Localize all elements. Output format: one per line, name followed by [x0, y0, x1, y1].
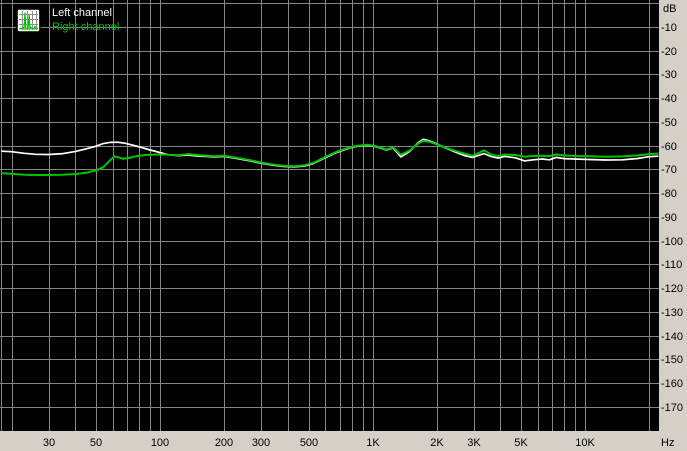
y-tick-label: -70 [661, 164, 677, 176]
y-tick-label: -50 [661, 117, 677, 129]
y-tick-label: -30 [661, 69, 677, 81]
y-tick-label: -90 [661, 212, 677, 224]
x-tick-label: 2K [430, 437, 444, 449]
y-tick-label: -80 [661, 188, 677, 200]
y-tick-label: -170 [661, 402, 683, 414]
legend-left-channel-label: Left channel [52, 7, 112, 19]
y-tick-label: -120 [661, 283, 683, 295]
plot-background [0, 0, 659, 431]
y-axis-unit: dB [663, 3, 676, 15]
x-tick-label: 3K [467, 437, 481, 449]
x-tick-label: 500 [300, 437, 318, 449]
x-tick-label: 10K [575, 437, 595, 449]
y-tick-label: -100 [661, 236, 683, 248]
y-tick-label: -110 [661, 259, 682, 271]
axis-labels: dB -10 -20 -30 -40 -50 -60 -70 -80 -90 -100 -110 -12… [43, 3, 683, 449]
y-tick-label: -140 [661, 331, 683, 343]
x-tick-label: 5K [514, 437, 528, 449]
y-tick-label: -20 [661, 46, 677, 58]
x-tick-label: 30 [43, 437, 55, 449]
y-tick-label: -160 [661, 378, 683, 390]
y-tick-label: -130 [661, 307, 683, 319]
y-tick-label: -40 [661, 93, 677, 105]
x-tick-label: 300 [252, 437, 270, 449]
legend-right-channel-label: Right channel [52, 21, 120, 33]
x-axis-unit: Hz [661, 437, 674, 449]
x-tick-label: 100 [151, 437, 169, 449]
right-channel-curve [0, 139, 659, 176]
x-tick-label: 50 [90, 437, 102, 449]
y-tick-label: -60 [661, 141, 677, 153]
gridlines [0, 0, 659, 431]
y-tick-label: -10 [661, 22, 677, 34]
spectrum-icon [16, 8, 41, 33]
x-tick-label: 1K [366, 437, 380, 449]
y-tick-label: -150 [661, 354, 683, 366]
x-tick-label: 200 [215, 437, 233, 449]
legend: Left channel Right channel [0, 0, 260, 40]
